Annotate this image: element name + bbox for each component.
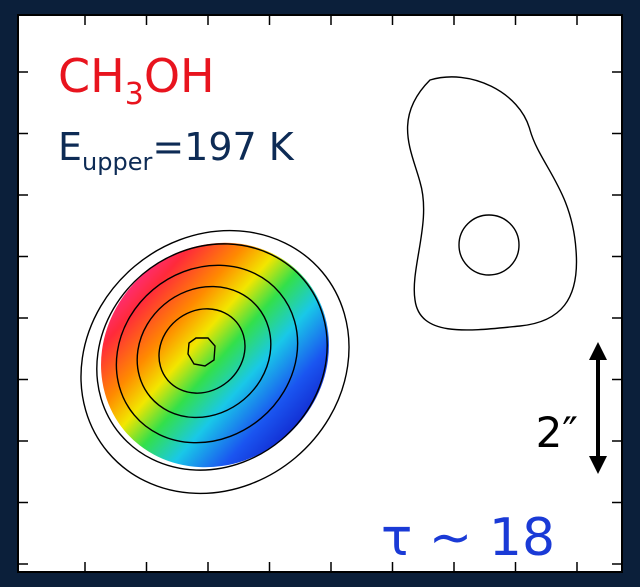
subscript: upper <box>82 148 152 176</box>
subscript: 3 <box>125 77 144 112</box>
text: OH <box>144 49 215 103</box>
scale-bar-label: 2″ <box>536 408 578 457</box>
optical-depth-label: τ ~ 18 <box>381 508 555 568</box>
figure: CH3OH Eupper=197 K 2″ τ ~ 18 <box>0 0 640 587</box>
text: =197 K <box>152 125 294 169</box>
text: E <box>58 125 82 169</box>
text: CH <box>58 49 125 103</box>
